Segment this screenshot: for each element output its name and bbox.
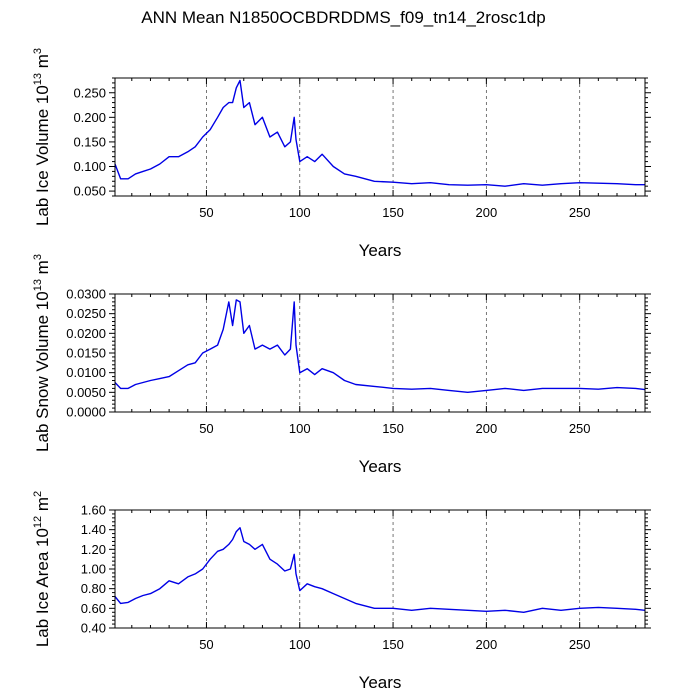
y-tick-label: 0.0050 [66,385,106,400]
y-tick-label: 0.150 [73,134,106,149]
x-tick-label: 250 [569,421,591,436]
y-tick-label: 0.0250 [66,306,106,321]
chart-panel-2: 50 100 150 200 250 0.0000 0.0050 0.0100 0.0150 0.… [32,254,651,476]
y-tick-label: 0.0100 [66,365,106,380]
y-tick-label: 0.250 [73,85,106,100]
x-tick-label: 100 [289,205,311,220]
x-tick-label: 200 [476,421,498,436]
x-tick-label: 100 [289,637,311,652]
x-tick-label: 100 [289,421,311,436]
x-tick-label: 200 [476,637,498,652]
x-tick-label: 150 [382,205,404,220]
x-tick-label: 150 [382,421,404,436]
x-axis-label: Years [359,241,402,260]
x-tick-label: 250 [569,205,591,220]
x-tick-label: 50 [199,205,213,220]
chart-panel-3: 50 100 150 200 250 0.40 0.60 0.80 1.00 1.20 1.40 1.… [32,491,651,688]
x-axis-label: Years [359,457,402,476]
y-tick-label: 0.100 [73,159,106,174]
x-axis-label: Years [359,673,402,688]
y-tick-label: 0.0300 [66,287,106,302]
y-tick-label: 0.0200 [66,326,106,341]
y-tick-label: 0.40 [81,621,106,636]
y-tick-label: 0.200 [73,110,106,125]
y-tick-label: 1.00 [81,562,106,577]
plot-frame [114,77,646,197]
y-tick-label: 0.0150 [66,346,106,361]
y-axis-label: Lab Ice Area 1012 m2 [32,491,52,647]
y-tick-label: 1.40 [81,522,106,537]
series-line [114,527,646,613]
y-axis-label: Lab Ice Volume 1013 m3 [32,48,52,226]
x-tick-label: 200 [476,205,498,220]
x-tick-label: 50 [199,637,213,652]
page-title: ANN Mean N1850OCBDRDDMS_f09_tn14_2rosc1d… [141,8,546,27]
y-tick-label: 1.20 [81,542,106,557]
y-tick-label: 0.60 [81,601,106,616]
y-axis-label: Lab Snow Volume 1013 m3 [32,254,52,452]
plot-frame [114,293,646,413]
series-line [114,79,645,187]
x-tick-label: 150 [382,637,404,652]
series-line [114,299,646,393]
y-tick-label: 1.60 [81,503,106,518]
y-tick-label: 0.050 [73,184,106,199]
y-tick-label: 0.80 [81,581,106,596]
x-tick-label: 250 [569,637,591,652]
y-tick-label: 0.0000 [66,405,106,420]
x-tick-label: 50 [199,421,213,436]
chart-panel-1: 50 100 150 200 250 0.050 0.100 0.150 0.200 0.250 Y… [32,48,651,260]
